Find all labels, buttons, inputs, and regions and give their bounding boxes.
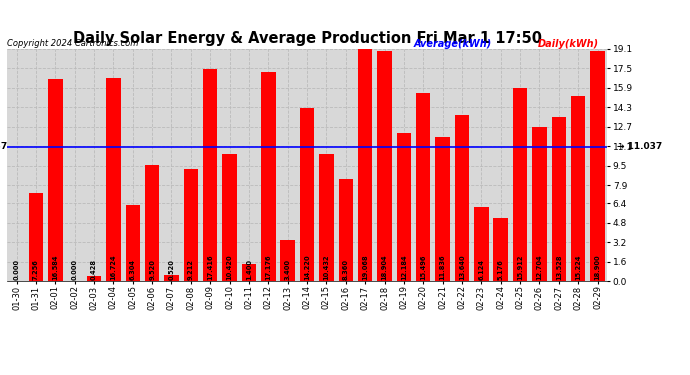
Bar: [397, 133, 411, 281]
Bar: [416, 93, 431, 281]
Text: 16.724: 16.724: [110, 254, 117, 280]
Text: 12.704: 12.704: [536, 254, 542, 280]
Bar: [377, 51, 392, 281]
Text: 13.640: 13.640: [459, 254, 465, 280]
Text: 15.496: 15.496: [420, 255, 426, 280]
Text: Average(kWh): Average(kWh): [414, 39, 492, 50]
Text: 5.176: 5.176: [497, 259, 504, 280]
Text: ← 11.037: ← 11.037: [0, 142, 7, 152]
Bar: [48, 80, 63, 281]
Text: 18.904: 18.904: [382, 254, 388, 280]
Bar: [29, 193, 43, 281]
Text: 10.420: 10.420: [226, 254, 233, 280]
Bar: [299, 108, 315, 281]
Bar: [435, 137, 450, 281]
Text: 17.416: 17.416: [207, 254, 213, 280]
Text: 9.212: 9.212: [188, 259, 194, 280]
Text: 18.900: 18.900: [595, 254, 600, 280]
Text: 13.528: 13.528: [555, 255, 562, 280]
Bar: [474, 207, 489, 281]
Bar: [126, 204, 140, 281]
Text: 8.360: 8.360: [343, 259, 348, 280]
Bar: [184, 169, 198, 281]
Text: Copyright 2024 Cartronics.com: Copyright 2024 Cartronics.com: [7, 39, 138, 48]
Bar: [571, 96, 585, 281]
Bar: [241, 264, 256, 281]
Text: 12.184: 12.184: [401, 254, 407, 280]
Text: 15.912: 15.912: [517, 255, 523, 280]
Bar: [280, 240, 295, 281]
Bar: [493, 218, 508, 281]
Text: 9.520: 9.520: [149, 259, 155, 280]
Bar: [532, 127, 546, 281]
Text: 10.432: 10.432: [324, 254, 329, 280]
Text: 17.176: 17.176: [266, 254, 271, 280]
Text: 0.428: 0.428: [91, 259, 97, 280]
Text: 1.400: 1.400: [246, 259, 252, 280]
Text: 7.256: 7.256: [33, 259, 39, 280]
Bar: [319, 154, 334, 281]
Bar: [203, 69, 217, 281]
Bar: [455, 115, 469, 281]
Text: 6.124: 6.124: [478, 259, 484, 280]
Bar: [261, 72, 275, 281]
Bar: [339, 180, 353, 281]
Text: 6.304: 6.304: [130, 259, 136, 280]
Text: 16.584: 16.584: [52, 255, 59, 280]
Title: Daily Solar Energy & Average Production Fri Mar 1 17:50: Daily Solar Energy & Average Production …: [72, 31, 542, 46]
Bar: [164, 275, 179, 281]
Text: 0.000: 0.000: [14, 259, 19, 280]
Text: → 11.037: → 11.037: [617, 142, 662, 152]
Bar: [551, 117, 566, 281]
Text: 19.068: 19.068: [362, 254, 368, 280]
Bar: [513, 87, 527, 281]
Bar: [106, 78, 121, 281]
Text: 0.520: 0.520: [168, 259, 175, 280]
Text: Daily(kWh): Daily(kWh): [538, 39, 600, 50]
Text: 14.220: 14.220: [304, 254, 310, 280]
Bar: [87, 276, 101, 281]
Bar: [145, 165, 159, 281]
Bar: [358, 49, 373, 281]
Bar: [590, 51, 604, 281]
Text: 3.400: 3.400: [285, 259, 290, 280]
Text: 15.224: 15.224: [575, 255, 581, 280]
Bar: [222, 154, 237, 281]
Text: 0.000: 0.000: [72, 259, 78, 280]
Text: 11.836: 11.836: [440, 254, 446, 280]
